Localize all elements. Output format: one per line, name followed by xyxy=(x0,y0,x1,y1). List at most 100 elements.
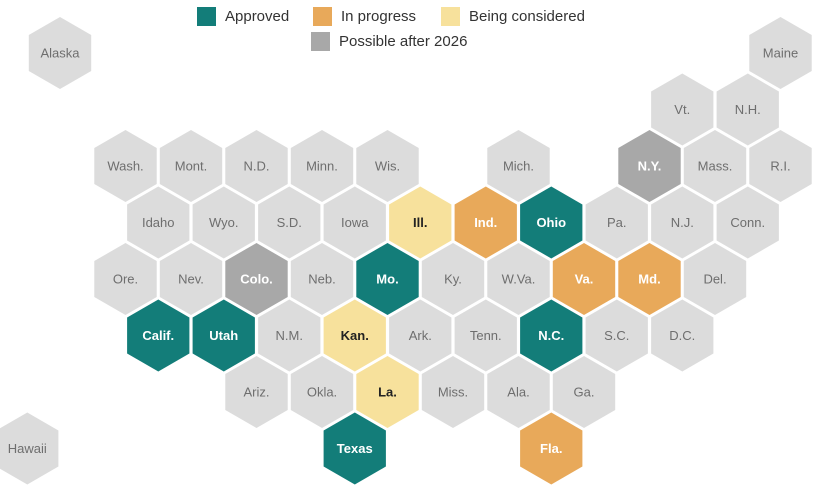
state-hex-shape xyxy=(421,243,485,315)
state-label: Colo. xyxy=(240,272,273,287)
state-hex-w-va: W.Va. xyxy=(487,243,550,315)
state-hex-shape xyxy=(585,186,648,259)
state-hex-pa: Pa. xyxy=(585,186,648,259)
state-hex-shape xyxy=(683,243,747,315)
state-hex-del: Del. xyxy=(683,243,747,315)
state-hex-shape xyxy=(520,186,583,259)
state-hex-colo: Colo. xyxy=(225,243,288,315)
state-label: N.H. xyxy=(735,102,761,117)
state-label: Ill. xyxy=(413,215,427,230)
state-hex-shape xyxy=(323,186,386,259)
legend: Approved In progress Being considered Po… xyxy=(0,0,818,56)
state-hex-va: Va. xyxy=(552,243,616,315)
state-hex-ind: Ind. xyxy=(454,186,517,259)
state-label: R.I. xyxy=(770,159,790,174)
state-hex-ore: Ore. xyxy=(94,243,157,315)
state-hex-shape xyxy=(356,243,419,315)
state-hex-neb: Neb. xyxy=(290,243,354,315)
state-hex-n-c: N.C. xyxy=(520,299,583,372)
state-label: Iowa xyxy=(341,215,369,230)
legend-label-approved: Approved xyxy=(225,7,290,25)
state-label: Pa. xyxy=(607,215,627,230)
state-hex-md: Md. xyxy=(618,243,681,315)
state-hex-shape xyxy=(323,412,386,485)
state-hex-shape xyxy=(716,186,779,259)
state-hex-r-i: R.I. xyxy=(749,130,812,202)
state-hex-shape xyxy=(520,299,583,372)
legend-item-being-considered: Being considered xyxy=(441,6,585,26)
state-hex-ark: Ark. xyxy=(389,299,452,372)
state-hex-alaska: Alaska xyxy=(28,17,92,89)
state-hex-n-d: N.D. xyxy=(225,130,288,202)
state-hex-maine: Maine xyxy=(749,17,812,89)
state-hex-shape xyxy=(290,356,354,428)
legend-item-in-progress: In progress xyxy=(313,6,416,26)
state-label: Ohio xyxy=(536,215,566,230)
state-label: Wyo. xyxy=(209,215,239,230)
state-hex-s-d: S.D. xyxy=(258,186,321,259)
state-hex-ky: Ky. xyxy=(421,243,485,315)
state-label: Ore. xyxy=(113,272,138,287)
state-hex-shape xyxy=(258,299,321,372)
state-hex-shape xyxy=(749,130,812,202)
state-hex-shape xyxy=(225,130,288,202)
state-label: Ark. xyxy=(409,328,432,343)
state-hex-miss: Miss. xyxy=(421,356,485,428)
state-hex-d-c: D.C. xyxy=(651,299,714,372)
state-hex-shape xyxy=(487,243,550,315)
state-label: Maine xyxy=(763,46,798,61)
state-hex-nev: Nev. xyxy=(159,243,223,315)
state-hex-shape xyxy=(323,299,386,372)
state-label: D.C. xyxy=(669,328,695,343)
state-label: Conn. xyxy=(730,215,765,230)
state-hex-shape xyxy=(618,243,681,315)
state-hex-mass: Mass. xyxy=(683,130,747,202)
state-hex-shape xyxy=(651,186,714,259)
state-label: N.C. xyxy=(538,328,564,343)
state-hex-shape xyxy=(192,186,255,259)
state-label: N.Y. xyxy=(638,159,662,174)
state-hex-shape xyxy=(421,356,485,428)
state-label: Ga. xyxy=(574,385,595,400)
state-label: Ind. xyxy=(474,215,497,230)
state-hex-shape xyxy=(94,243,157,315)
state-hex-shape xyxy=(552,243,616,315)
state-label: Wash. xyxy=(107,159,143,174)
state-label: La. xyxy=(378,385,397,400)
state-hex-vt: Vt. xyxy=(651,73,714,146)
state-label: Va. xyxy=(575,272,594,287)
state-label: Wis. xyxy=(375,159,400,174)
state-hex-shape xyxy=(225,356,288,428)
state-hex-tenn: Tenn. xyxy=(454,299,517,372)
state-hex-shape xyxy=(94,130,157,202)
state-hex-shape xyxy=(651,73,714,146)
state-label: Mo. xyxy=(376,272,398,287)
state-hex-kan: Kan. xyxy=(323,299,386,372)
state-hex-shape xyxy=(618,130,681,202)
state-hex-shape xyxy=(356,130,419,202)
legend-item-possible-after-2026: Possible after 2026 xyxy=(311,31,467,51)
legend-swatch-possible-after-2026 xyxy=(311,31,330,51)
state-label: Hawaii xyxy=(8,441,47,456)
state-hex-shape xyxy=(290,130,354,202)
state-hex-n-h: N.H. xyxy=(716,73,779,146)
legend-label-in-progress: In progress xyxy=(341,7,417,25)
state-label: Ky. xyxy=(444,272,462,287)
state-hex-mich: Mich. xyxy=(487,130,550,202)
state-hex-ill: Ill. xyxy=(389,186,452,259)
state-label: Okla. xyxy=(307,385,337,400)
state-hex-shape xyxy=(127,299,190,372)
state-hex-hawaii: Hawaii xyxy=(0,412,59,485)
state-label: Del. xyxy=(703,272,726,287)
state-hex-shape xyxy=(290,243,354,315)
state-label: N.J. xyxy=(671,215,694,230)
state-label: Texas xyxy=(337,441,373,456)
state-label: S.D. xyxy=(277,215,302,230)
state-label: Mass. xyxy=(698,159,733,174)
state-label: N.M. xyxy=(276,328,303,343)
state-hex-shape xyxy=(225,243,288,315)
state-label: Fla. xyxy=(540,441,562,456)
state-hex-wis: Wis. xyxy=(356,130,419,202)
state-hex-shape xyxy=(716,73,779,146)
